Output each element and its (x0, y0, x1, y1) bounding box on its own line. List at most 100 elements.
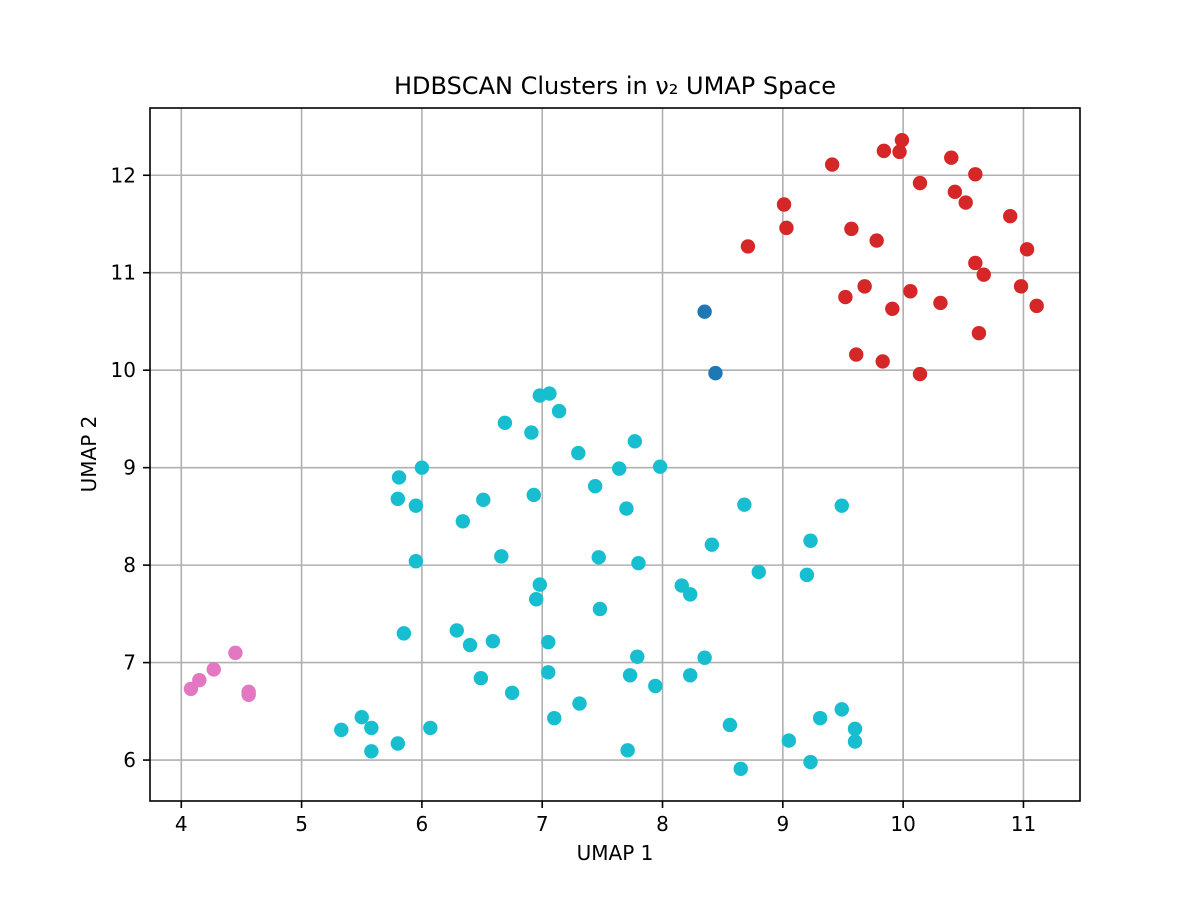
data-point-cluster-2 (857, 279, 872, 294)
x-tick-label: 4 (175, 812, 188, 836)
data-point-cluster-4 (682, 587, 698, 602)
data-point-cluster-4 (847, 734, 863, 749)
data-point-cluster-2 (1013, 279, 1029, 294)
data-point-cluster-4 (622, 668, 638, 683)
data-point-cluster-4 (803, 754, 818, 770)
data-point-cluster-4 (587, 478, 603, 494)
x-tick-label: 7 (536, 812, 549, 836)
data-point-cluster-4 (541, 665, 556, 680)
data-point-cluster-2 (849, 347, 864, 362)
x-tick-label: 11 (1011, 812, 1036, 836)
data-point-cluster-4 (455, 514, 471, 529)
data-point-cluster-4 (619, 501, 634, 516)
data-point-cluster-4 (781, 733, 797, 748)
data-point-cluster-2 (838, 289, 853, 305)
data-point-cluster-4 (630, 649, 645, 664)
data-point-cluster-3 (183, 681, 199, 697)
data-point-cluster-2 (1029, 298, 1044, 314)
axis-ticks: 4 5 6 7 8 9 10 11 6 7 8 9 10 11 12 (111, 163, 1037, 836)
data-point-cluster-4 (408, 498, 424, 513)
data-point-cluster-4 (834, 702, 849, 717)
data-point-cluster-4 (620, 743, 635, 758)
data-point-cluster-4 (414, 460, 430, 475)
data-point-cluster-4 (652, 459, 668, 474)
data-point-cluster-4 (532, 388, 548, 403)
data-point-cluster-4 (390, 736, 406, 751)
data-point-cluster-3 (241, 687, 256, 702)
data-point-cluster-3 (206, 662, 221, 677)
x-tick-label: 8 (656, 812, 669, 836)
data-point-cluster-4 (334, 722, 349, 738)
chart-title: HDBSCAN Clusters in ν₂ UMAP Space (394, 72, 836, 100)
data-point-cluster-4 (631, 555, 646, 571)
data-point-cluster-2 (776, 197, 792, 212)
data-point-cluster-4 (396, 626, 412, 641)
data-point-cluster-4 (504, 685, 520, 701)
data-point-cluster-3 (228, 645, 243, 661)
data-point-cluster-4 (799, 567, 815, 583)
data-point-cluster-2 (885, 301, 900, 316)
data-point-cluster-4 (682, 668, 698, 683)
y-tick-label: 6 (123, 748, 136, 772)
y-tick-label: 9 (123, 456, 136, 480)
data-point-cluster-4 (572, 696, 587, 711)
data-point-cluster-2 (779, 220, 794, 236)
data-point-cluster-4 (571, 445, 586, 461)
data-point-cluster-4 (462, 637, 478, 653)
data-point-cluster-4 (408, 554, 424, 569)
data-point-cluster-4 (733, 761, 748, 777)
data-point-cluster-4 (364, 720, 379, 736)
data-point-cluster-4 (524, 425, 539, 440)
data-point-cluster-2 (947, 184, 963, 200)
data-point-cluster-4 (485, 633, 501, 649)
data-point-cluster-2 (968, 167, 983, 182)
data-point-cluster-4 (473, 670, 489, 686)
data-point-cluster-4 (697, 650, 712, 665)
data-point-cluster-2 (740, 239, 756, 254)
data-point-cluster-2 (1003, 208, 1018, 224)
data-point-cluster-4 (526, 487, 541, 503)
data-point-cluster-4 (423, 720, 438, 736)
data-point-cluster-2 (876, 143, 892, 159)
data-point-cluster-2 (892, 144, 907, 160)
data-point-cluster-2 (912, 175, 928, 191)
data-point-cluster-2 (971, 325, 987, 341)
x-tick-label: 9 (776, 812, 789, 836)
data-point-cluster-1 (697, 304, 712, 319)
data-point-cluster-4 (391, 470, 407, 485)
data-point-cluster-2 (903, 284, 918, 299)
x-tick-label: 6 (416, 812, 429, 836)
data-point-cluster-2 (958, 195, 973, 210)
data-point-cluster-4 (551, 403, 567, 419)
data-point-cluster-4 (541, 634, 556, 650)
data-point-cluster-4 (847, 721, 863, 737)
data-point-cluster-4 (528, 592, 544, 607)
y-tick-label: 7 (123, 651, 136, 675)
data-point-cluster-2 (894, 132, 910, 148)
y-tick-label: 11 (111, 261, 136, 285)
data-point-cluster-2 (824, 157, 840, 172)
data-point-cluster-4 (834, 498, 849, 513)
data-point-cluster-4 (648, 678, 663, 694)
data-point-cluster-1 (708, 365, 723, 381)
y-axis-label: UMAP 2 (77, 416, 101, 493)
data-point-cluster-4 (722, 717, 738, 733)
y-tick-label: 8 (123, 553, 136, 577)
y-tick-label: 12 (111, 163, 136, 187)
data-point-cluster-4 (751, 564, 766, 580)
x-axis-label: UMAP 1 (577, 841, 654, 865)
data-point-cluster-4 (812, 710, 828, 726)
data-point-cluster-2 (976, 267, 991, 282)
data-point-cluster-4 (476, 492, 491, 508)
y-tick-label: 10 (111, 358, 136, 382)
data-point-cluster-4 (354, 709, 369, 725)
data-point-cluster-2 (944, 150, 959, 165)
data-point-cluster-2 (968, 255, 983, 271)
data-point-cluster-2 (875, 354, 890, 369)
data-point-cluster-4 (449, 623, 464, 638)
data-point-cluster-2 (912, 366, 928, 382)
data-point-cluster-4 (704, 537, 720, 552)
x-tick-label: 10 (890, 812, 915, 836)
data-point-cluster-4 (591, 550, 606, 565)
